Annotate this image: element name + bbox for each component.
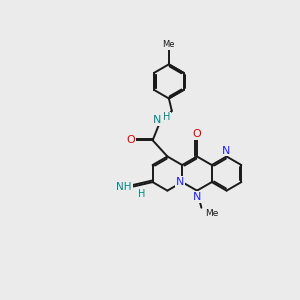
Text: Me: Me — [163, 40, 175, 50]
Text: Me: Me — [205, 208, 218, 217]
Text: N: N — [153, 115, 161, 125]
Text: O: O — [126, 135, 135, 145]
Text: N: N — [222, 146, 231, 156]
Text: H: H — [138, 189, 146, 199]
Text: N: N — [193, 192, 201, 202]
Text: N: N — [176, 177, 184, 187]
Text: O: O — [193, 129, 201, 140]
Text: H: H — [163, 112, 170, 122]
Text: NH: NH — [116, 182, 132, 191]
